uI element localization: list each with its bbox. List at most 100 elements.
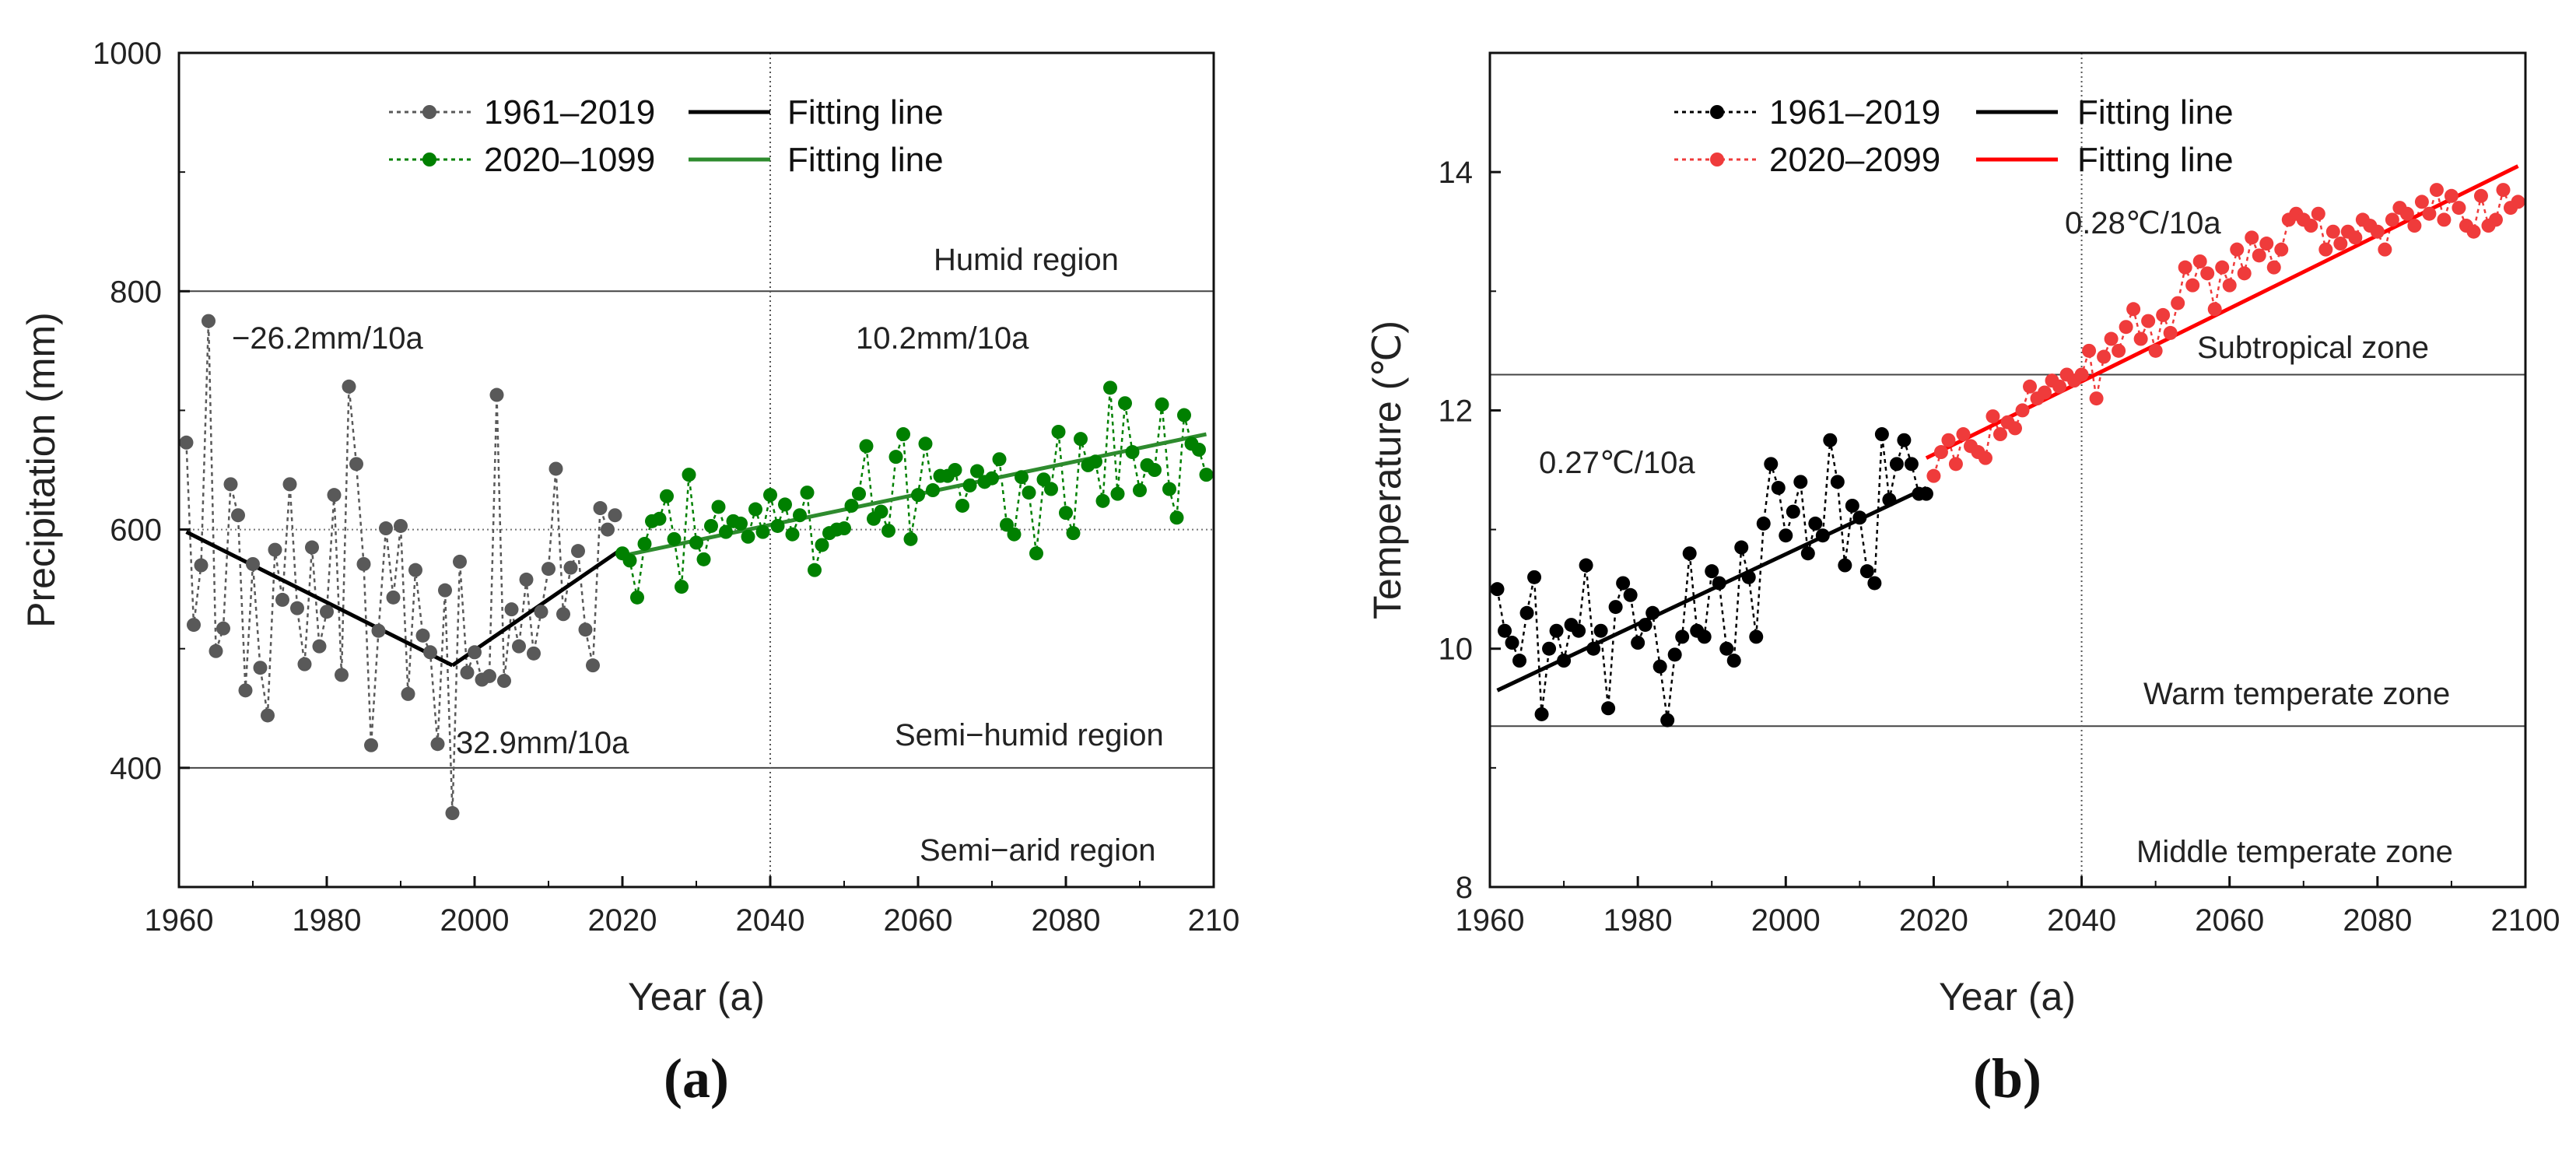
x-axis-label-a: Year (a) [628,975,765,1019]
b-data-point-hist [1631,636,1645,650]
b-data-point-hist [1867,576,1882,591]
a-data-point-future [1192,442,1206,457]
b-data-point-future [2207,302,2222,317]
a-data-point-future [1029,546,1043,561]
a-data-point-hist [356,556,371,571]
a-data-point-future [1199,468,1214,482]
b-data-point-future [2230,242,2245,257]
a-data-point-future [992,452,1007,467]
a-data-point-future [622,553,637,568]
legend-label-fit-hist-a: Fitting line [787,93,944,131]
b-data-point-future [2370,224,2385,239]
legend-label-future-a: 2020–1099 [484,141,655,179]
panel-label-a: (a) [664,1047,729,1110]
b-data-point-future [2148,343,2163,358]
b-data-point-future [2429,183,2444,198]
b-data-point-hist [1616,576,1631,591]
b-data-point-future [2311,206,2325,221]
b-data-point-future [1926,468,1941,483]
b-data-point-hist [1652,659,1667,674]
a-x-tick-label: 2000 [440,903,510,938]
b-data-point-hist [1882,493,1897,507]
a-x-tick-label: 2060 [884,903,953,938]
b-data-point-hist [1823,433,1838,447]
legend-marker-hist-b [1710,105,1724,119]
x-axis-label-b: Year (a) [1939,975,2076,1019]
a-data-point-future [1169,510,1184,525]
b-data-point-hist [1897,433,1912,447]
a-data-point-hist [601,522,615,537]
a-data-point-future [770,518,785,533]
b-data-point-hist [1800,546,1815,561]
b-data-point-future [2156,307,2171,322]
b-data-point-future [1992,427,2007,442]
zone-label-middle-temperate: Middle temperate zone [2136,835,2453,869]
b-x-tick-label: 2100 [2491,903,2560,938]
b-data-point-hist [1534,706,1549,721]
panel-b-temperature: 1960 1980 2000 2020 2040 2060 2080 21008101214 … [1365,51,2560,1110]
a-data-point-future [1044,482,1058,496]
b-data-point-future [2008,421,2023,436]
b-data-point-hist [1505,636,1519,650]
a-data-point-hist [423,645,437,660]
a-data-point-future [704,518,718,533]
a-data-point-future [859,439,874,454]
a-data-point-future [1074,432,1088,447]
a-data-point-future [852,486,866,501]
a-data-point-hist [202,314,216,328]
b-data-point-future [1948,457,1963,472]
b-data-point-future [2245,230,2259,245]
b-data-point-future [2119,320,2133,335]
b-data-point-future [2192,254,2207,268]
b-data-point-hist [1527,570,1542,584]
a-data-point-future [888,450,903,465]
a-data-point-future [1125,445,1140,460]
a-series-line-hist [185,321,616,814]
a-data-point-hist [548,461,563,476]
b-y-tick-label: 8 [1456,871,1473,905]
b-data-point-hist [1490,582,1505,597]
b-data-point-hist [1815,528,1830,543]
a-data-point-future [874,504,888,519]
trend-label-hist-rise: 32.9mm/10a [456,726,629,760]
b-data-point-future [2274,242,2289,257]
b-data-point-future [2252,248,2266,263]
a-data-point-future [660,489,674,503]
b-data-point-hist [1572,623,1586,638]
b-data-point-hist [1660,713,1675,728]
a-data-point-hist [386,590,401,605]
b-data-point-future [2052,379,2067,394]
a-data-point-hist [194,558,209,573]
a-data-point-hist [349,457,363,472]
a-data-point-future [755,524,770,539]
b-data-point-hist [1734,540,1749,555]
b-data-point-future [2200,266,2215,281]
a-data-point-hist [394,518,408,533]
b-x-tick-label: 1960 [1456,903,1525,938]
a-data-point-future [748,502,762,517]
a-data-point-hist [282,477,297,492]
region-label-semi-arid: Semi−arid region [920,833,1156,868]
b-data-point-hist [1719,641,1734,656]
b-data-point-hist [1512,654,1527,668]
b-data-point-future [2333,237,2348,251]
b-data-point-hist [1838,558,1852,573]
a-data-point-hist [371,623,386,638]
b-data-point-future [2112,343,2126,358]
a-data-point-future [667,531,682,546]
zone-label-warm-temperate: Warm temperate zone [2143,677,2450,711]
b-data-point-future [1956,427,1971,442]
b-data-point-future [2141,314,2156,328]
a-data-point-hist [512,639,526,654]
legend-label-hist-b: 1961–2019 [1769,93,1940,131]
b-data-point-future [2496,183,2511,198]
a-data-point-future [1133,483,1147,498]
a-data-point-future [652,511,667,526]
b-data-point-hist [1852,510,1867,525]
a-data-point-future [911,488,925,503]
b-data-point-hist [1808,516,1823,531]
a-data-point-future [948,463,962,477]
b-data-point-future [2414,195,2429,209]
a-x-tick-label: 1960 [145,903,214,938]
a-data-point-hist [261,708,275,723]
